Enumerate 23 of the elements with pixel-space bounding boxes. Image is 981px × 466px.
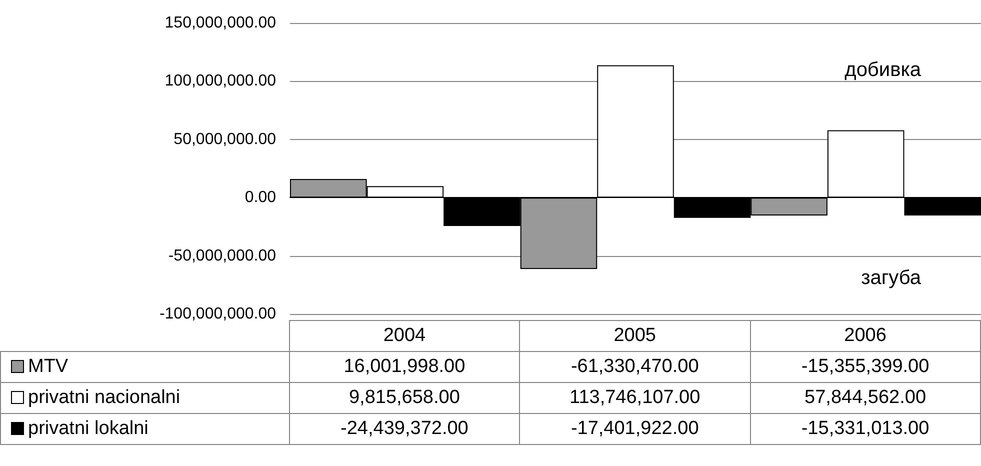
annotation: добивка [844, 59, 922, 81]
data-label: -15,355,399.00 [750, 352, 980, 382]
y-tick-label: -100,000,000.00 [159, 306, 276, 322]
legend-label: privatni nacionalni [28, 386, 180, 408]
y-tick-label: 0.00 [244, 189, 276, 206]
data-label: 113,746,107.00 [520, 382, 750, 414]
y-tick-label: 50,000,000.00 [174, 130, 276, 148]
data-label: -24,439,372.00 [289, 414, 520, 444]
y-tick-label: 150,000,000.00 [164, 14, 276, 32]
y-tick-label: -50,000,000.00 [168, 247, 276, 264]
annotation: загуба [861, 267, 922, 289]
legend-label: MTV [28, 356, 68, 377]
y-tick-label: 100,000,000.00 [164, 72, 276, 90]
data-label: 16,001,998.00 [289, 352, 520, 382]
data-label: -15,331,013.00 [750, 414, 980, 444]
data-label: -61,330,470.00 [520, 352, 750, 382]
legend-label: privatni lokalni [28, 418, 148, 439]
x-tick-label: 2004 [289, 320, 520, 352]
data-label: -17,401,922.00 [520, 414, 750, 444]
x-tick-label: 2006 [750, 320, 980, 352]
data-label: 57,844,562.00 [750, 382, 980, 414]
x-tick-label: 2005 [520, 320, 750, 352]
data-label: 9,815,658.00 [289, 382, 520, 414]
